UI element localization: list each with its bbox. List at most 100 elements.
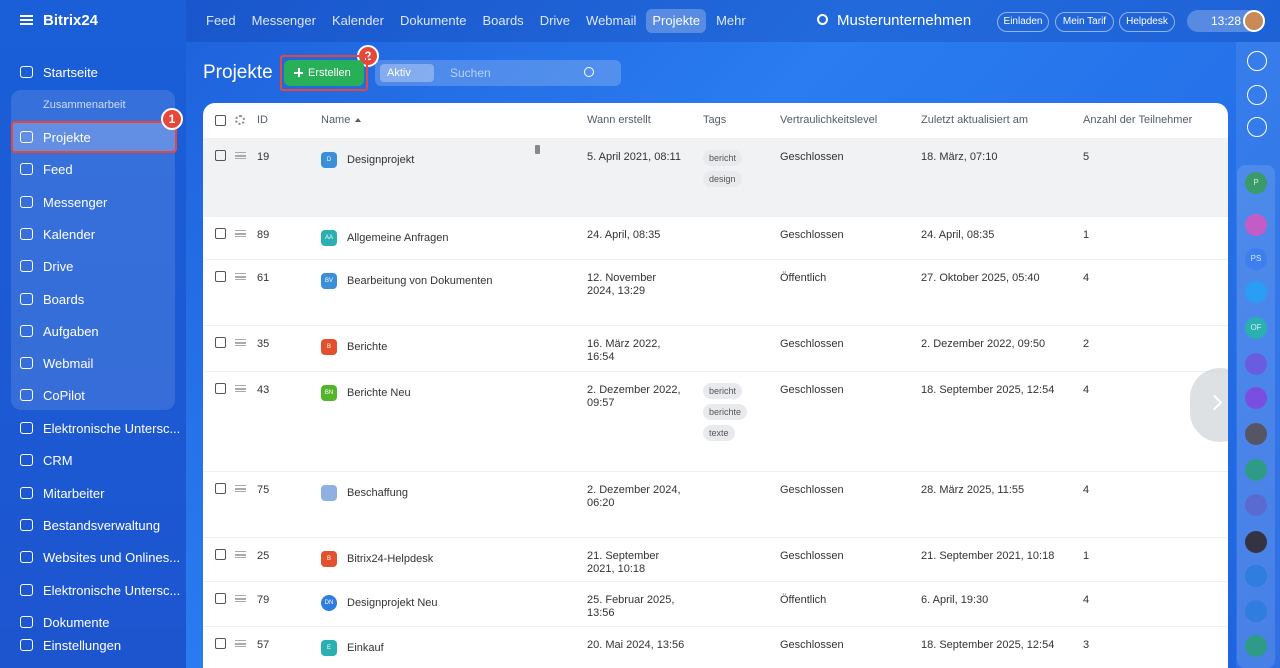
nav-item[interactable]: Feed	[206, 13, 236, 28]
rail-avatar[interactable]	[1245, 353, 1267, 375]
project-name[interactable]: Beschaffung	[347, 487, 408, 499]
nav-item[interactable]: Messenger	[251, 13, 316, 28]
rail-avatar[interactable]	[1245, 531, 1267, 553]
table-row[interactable]: 75 Beschaffung 2. Dezember 2024, 06:20 Gesc…	[203, 471, 1228, 537]
scroll-arrow[interactable]	[1190, 368, 1228, 442]
checkbox[interactable]	[215, 483, 226, 494]
sidebar-item[interactable]: Messenger	[43, 194, 108, 210]
sidebar-item[interactable]: Feed	[43, 162, 73, 178]
checkbox[interactable]	[215, 150, 226, 161]
rail-avatar[interactable]	[1245, 423, 1267, 445]
project-name[interactable]: Designprojekt Neu	[347, 597, 438, 609]
rail-avatar[interactable]	[1245, 214, 1267, 236]
filter-box[interactable]	[375, 60, 621, 86]
rail-avatar[interactable]	[1245, 565, 1267, 587]
sidebar-item[interactable]: Drive	[43, 259, 74, 275]
table-row[interactable]: 19 D Designprojekt 5. April 2021, 08:11 beri…	[203, 138, 1228, 216]
column-header[interactable]: ID	[257, 114, 268, 126]
drag-handle	[235, 595, 246, 602]
checkbox[interactable]	[215, 228, 226, 239]
tag[interactable]: bericht	[703, 383, 743, 399]
tag[interactable]: design	[703, 171, 742, 187]
nav-item[interactable]: Projekte	[646, 9, 707, 33]
column-header[interactable]: Name	[321, 114, 351, 126]
top-button[interactable]: Mein Tarif	[1055, 12, 1114, 32]
rail-avatar[interactable]	[1245, 635, 1267, 657]
checkbox[interactable]	[215, 383, 226, 394]
checkbox[interactable]	[215, 337, 226, 348]
column-header[interactable]: Tags	[703, 114, 727, 126]
nav-item[interactable]: Kalender	[331, 13, 384, 28]
nav-item[interactable]: Dokumente	[400, 13, 467, 28]
sidebar-item[interactable]: Webmail	[43, 356, 94, 372]
logo[interactable]: Bitrix24	[43, 12, 99, 29]
search-icon[interactable]	[817, 14, 828, 25]
filter-tag[interactable]: Aktiv	[380, 64, 434, 82]
table-row[interactable]: 57 E Einkauf 20. Mai 2024, 13:56 Geschlossen…	[203, 626, 1228, 668]
checkbox[interactable]	[215, 549, 226, 560]
rail-icon[interactable]	[1247, 51, 1267, 71]
column-header[interactable]: Zuletzt aktualisiert am	[921, 114, 1028, 126]
rail-avatar[interactable]: PS	[1245, 248, 1267, 270]
rail-avatar[interactable]	[1245, 600, 1267, 622]
search-input[interactable]: Suchen	[450, 66, 491, 80]
sidebar-item[interactable]: Aufgaben	[43, 323, 99, 339]
tag[interactable]: bericht	[703, 150, 743, 166]
nav-item[interactable]: Drive	[539, 13, 571, 28]
sidebar-item[interactable]: Mitarbeiter	[43, 485, 105, 501]
table-row[interactable]: 89 AA Allgemeine Anfragen 24. April, 08:35 G…	[203, 216, 1228, 259]
top-button[interactable]: Einladen	[997, 12, 1049, 32]
rail-icon[interactable]	[1247, 85, 1267, 105]
project-name[interactable]: Allgemeine Anfragen	[347, 232, 449, 244]
settings-icon[interactable]	[235, 115, 245, 125]
project-name[interactable]: Berichte Neu	[347, 387, 411, 399]
table-row[interactable]: 35 B Berichte 16. März 2022, 16:54 Geschloss…	[203, 325, 1228, 371]
group-label[interactable]: Zusammenarbeit	[43, 99, 126, 111]
sidebar-item[interactable]: Bestandsverwaltung	[43, 517, 161, 533]
tag[interactable]: texte	[703, 425, 735, 441]
table-row[interactable]: 43 BN Berichte Neu 2. Dezember 2022, 09:57 b…	[203, 371, 1228, 471]
rail-avatar[interactable]	[1245, 494, 1267, 516]
sidebar-item[interactable]: Dokumente	[43, 614, 110, 630]
rail-avatar[interactable]: P	[1245, 172, 1267, 194]
tag[interactable]: berichte	[703, 404, 748, 420]
table-row[interactable]: 79 DN Designprojekt Neu 25. Februar 2025, 1…	[203, 581, 1228, 626]
column-header[interactable]: Anzahl der Teilnehmer	[1083, 114, 1193, 126]
nav-item[interactable]: Mehr	[716, 13, 746, 28]
table-row[interactable]: 61 BV Bearbeitung von Dokumenten 12. Novemb…	[203, 259, 1228, 325]
menu-icon[interactable]	[20, 15, 33, 25]
company[interactable]: Musterunternehmen	[837, 12, 972, 29]
rail-avatar[interactable]	[1245, 281, 1267, 303]
project-name[interactable]: Bitrix24-Helpdesk	[347, 553, 434, 565]
sidebar-item[interactable]: CRM	[43, 453, 73, 469]
column-header[interactable]: Vertraulichkeitslevel	[780, 114, 878, 126]
project-name[interactable]: Einkauf	[347, 642, 384, 654]
column-header[interactable]: Wann erstellt	[587, 114, 651, 126]
checkbox[interactable]	[215, 638, 226, 649]
sidebar-item[interactable]: Boards	[43, 291, 85, 307]
sidebar-item[interactable]: Elektronische Untersc...	[43, 421, 181, 436]
sidebar-item[interactable]: Kalender	[43, 226, 96, 242]
project-name[interactable]: Designprojekt	[347, 154, 415, 166]
nav-item[interactable]: Boards	[482, 13, 524, 28]
sidebar-item[interactable]: CoPilot	[43, 388, 85, 404]
checkbox[interactable]	[215, 271, 226, 282]
rail-avatar[interactable]: OF	[1245, 317, 1267, 339]
sidebar-item[interactable]: Einstellungen	[43, 638, 122, 653]
checkbox[interactable]	[215, 115, 226, 126]
checkbox[interactable]	[215, 593, 226, 604]
project-name[interactable]: Bearbeitung von Dokumenten	[347, 275, 493, 287]
rail-avatar[interactable]	[1245, 459, 1267, 481]
sidebar-item[interactable]: Projekte	[43, 130, 91, 145]
rail-icon[interactable]	[1247, 117, 1267, 137]
search-icon[interactable]	[584, 67, 594, 77]
nav-item[interactable]: Webmail	[586, 13, 637, 28]
sidebar-item[interactable]: Elektronische Untersc...	[43, 582, 181, 598]
top-button[interactable]: Helpdesk	[1119, 12, 1175, 32]
project-name[interactable]: Berichte	[347, 341, 388, 353]
avatar[interactable]	[1243, 10, 1265, 32]
sidebar-item[interactable]: Websites und Onlines...	[43, 550, 181, 566]
table-row[interactable]: 25 B Bitrix24-Helpdesk 21. September 2021, …	[203, 537, 1228, 581]
rail-avatar[interactable]	[1245, 387, 1267, 409]
sidebar-item[interactable]: Startseite	[43, 65, 98, 80]
